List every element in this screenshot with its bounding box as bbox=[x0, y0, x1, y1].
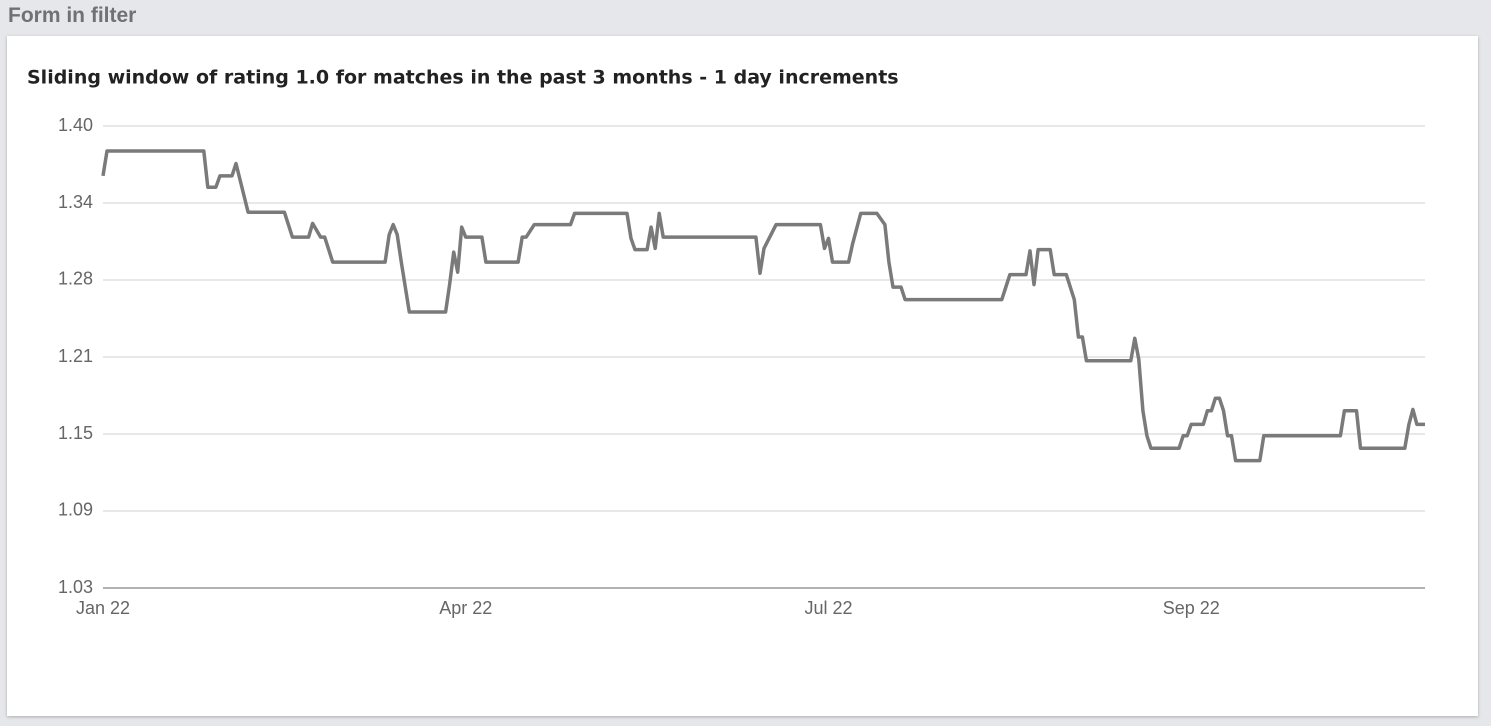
y-tick-label: 1.28 bbox=[58, 269, 93, 289]
y-tick-label: 1.03 bbox=[58, 577, 93, 597]
panel-title: Form in filter bbox=[8, 4, 137, 27]
y-tick-label: 1.40 bbox=[58, 115, 93, 135]
y-tick-label: 1.34 bbox=[58, 192, 93, 212]
line bbox=[101, 149, 1425, 463]
chart-title: Sliding window of rating 1.0 for matches… bbox=[27, 67, 899, 89]
y-tick-label: 1.15 bbox=[58, 423, 93, 443]
x-tick-label: Jan 22 bbox=[76, 598, 130, 618]
x-tick-label: Sep 22 bbox=[1163, 598, 1220, 618]
x-tick-label: Apr 22 bbox=[439, 598, 492, 618]
x-tick-label: Jul 22 bbox=[804, 598, 852, 618]
y-tick-label: 1.21 bbox=[58, 346, 93, 366]
card bbox=[7, 36, 1478, 716]
y-tick-label: 1.09 bbox=[58, 500, 93, 520]
